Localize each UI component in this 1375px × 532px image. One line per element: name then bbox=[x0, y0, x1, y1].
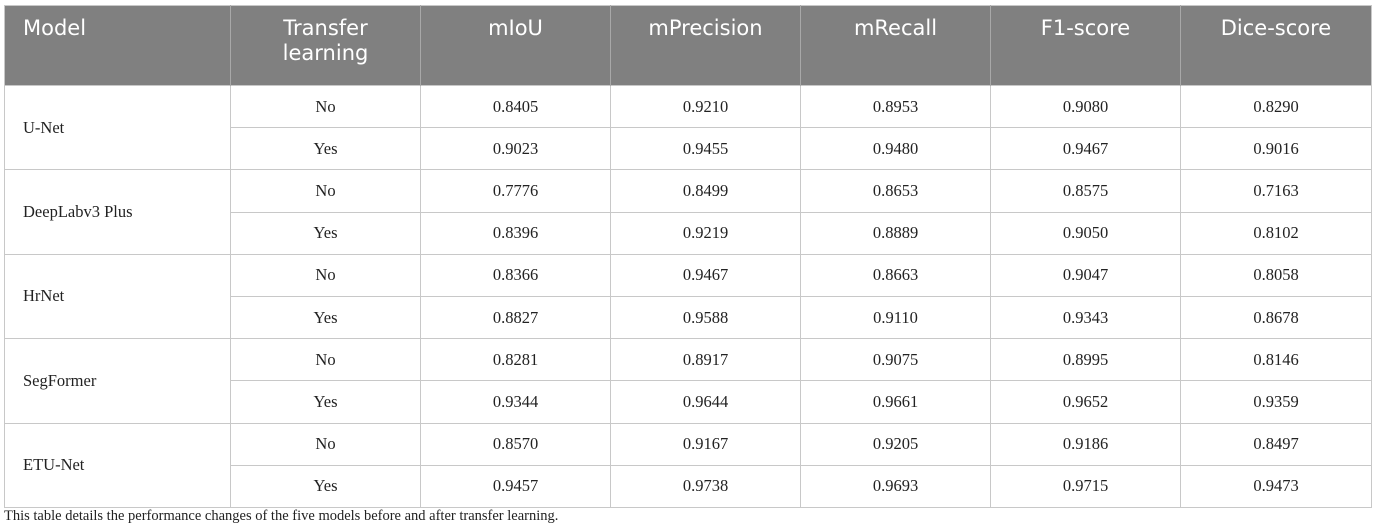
metric-cell: 0.8570 bbox=[420, 422, 611, 466]
metric-cell: 0.8575 bbox=[990, 169, 1181, 213]
metric-cell: 0.8889 bbox=[800, 211, 991, 255]
table-row: Yes 0.8396 0.9219 0.8889 0.9050 0.8102 bbox=[5, 211, 1372, 255]
metric-cell: 0.8497 bbox=[1180, 422, 1372, 466]
transfer-cell: Yes bbox=[230, 295, 421, 340]
metric-cell: 0.8146 bbox=[1180, 338, 1372, 382]
caption: This table details the performance chang… bbox=[4, 508, 559, 524]
metric-cell: 0.8653 bbox=[800, 169, 991, 213]
table-row: Yes 0.9344 0.9644 0.9661 0.9652 0.9359 bbox=[5, 380, 1372, 424]
metric-cell: 0.9661 bbox=[800, 380, 991, 424]
metric-cell: 0.8499 bbox=[610, 169, 801, 213]
metric-cell: 0.8827 bbox=[420, 295, 611, 340]
metric-cell: 0.9205 bbox=[800, 422, 991, 466]
transfer-cell: No bbox=[230, 422, 421, 466]
model-cell: U-Net bbox=[4, 84, 231, 171]
metric-cell: 0.9186 bbox=[990, 422, 1181, 466]
metric-cell: 0.9652 bbox=[990, 380, 1181, 424]
metric-cell: 0.8663 bbox=[800, 253, 991, 297]
header-cell: Dice-score bbox=[1180, 5, 1372, 86]
table-row: Yes 0.8827 0.9588 0.9110 0.9343 0.8678 bbox=[5, 295, 1372, 340]
table-row: DeepLabv3 Plus No 0.7776 0.8499 0.8653 0.8575… bbox=[4, 169, 1372, 255]
metric-cell: 0.8917 bbox=[610, 338, 801, 382]
metric-cell: 0.8995 bbox=[990, 338, 1181, 382]
metric-cell: 0.9467 bbox=[610, 253, 801, 297]
header-cell: F1-score bbox=[990, 5, 1181, 86]
transfer-cell: Yes bbox=[230, 464, 421, 508]
metric-cell: 0.9075 bbox=[800, 338, 991, 382]
metric-cell: 0.9080 bbox=[990, 84, 1181, 129]
metric-cell: 0.9210 bbox=[610, 84, 801, 129]
table-row: ETU-Net No 0.8570 0.9167 0.9205 0.9186 0.8497 bbox=[4, 422, 1372, 508]
metric-cell: 0.7163 bbox=[1180, 169, 1372, 213]
header-cell: mIoU bbox=[420, 5, 611, 86]
metric-cell: 0.8058 bbox=[1180, 253, 1372, 297]
table-row: Yes 0.9023 0.9455 0.9480 0.9467 0.9016 bbox=[5, 127, 1372, 171]
transfer-cell: No bbox=[230, 84, 421, 129]
transfer-cell: Yes bbox=[230, 127, 421, 171]
metric-cell: 0.9457 bbox=[420, 464, 611, 508]
metric-cell: 0.8281 bbox=[420, 338, 611, 382]
transfer-cell: No bbox=[230, 253, 421, 297]
metric-cell: 0.8366 bbox=[420, 253, 611, 297]
transfer-cell: Yes bbox=[230, 211, 421, 255]
model-cell: HrNet bbox=[4, 253, 231, 340]
metric-cell: 0.9167 bbox=[610, 422, 801, 466]
table-row: SegFormer No 0.8281 0.8917 0.9075 0.8995 0.814… bbox=[4, 338, 1372, 424]
metric-cell: 0.9344 bbox=[420, 380, 611, 424]
metric-cell: 0.8102 bbox=[1180, 211, 1372, 255]
metric-cell: 0.9359 bbox=[1180, 380, 1372, 424]
transfer-cell: No bbox=[230, 338, 421, 382]
metric-cell: 0.9738 bbox=[610, 464, 801, 508]
metric-cell: 0.9467 bbox=[990, 127, 1181, 171]
metric-cell: 0.8405 bbox=[420, 84, 611, 129]
metric-cell: 0.9455 bbox=[610, 127, 801, 171]
metric-cell: 0.9644 bbox=[610, 380, 801, 424]
table-body: U-Net No 0.8405 0.9210 0.8953 0.9080 0.8290 Yes… bbox=[4, 84, 1372, 508]
metric-cell: 0.9715 bbox=[990, 464, 1181, 508]
metric-cell: 0.9047 bbox=[990, 253, 1181, 297]
transfer-cell: Yes bbox=[230, 380, 421, 424]
metric-cell: 0.8953 bbox=[800, 84, 991, 129]
metric-cell: 0.9693 bbox=[800, 464, 991, 508]
metric-cell: 0.9343 bbox=[990, 295, 1181, 340]
metric-cell: 0.9588 bbox=[610, 295, 801, 340]
header-cell: Transfer learning bbox=[230, 5, 421, 86]
metric-cell: 0.8396 bbox=[420, 211, 611, 255]
results-table: Model Transfer learning mIoU mPrecision mRec… bbox=[4, 5, 1372, 508]
metric-cell: 0.9110 bbox=[800, 295, 991, 340]
metric-cell: 0.9219 bbox=[610, 211, 801, 255]
header-cell: Model bbox=[4, 5, 231, 86]
model-cell: ETU-Net bbox=[4, 422, 231, 508]
table-row: Yes 0.9457 0.9738 0.9693 0.9715 0.9473 bbox=[5, 464, 1372, 508]
model-cell: DeepLabv3 Plus bbox=[4, 169, 231, 255]
metric-cell: 0.8290 bbox=[1180, 84, 1372, 129]
header-row: Model Transfer learning mIoU mPrecision mRec… bbox=[4, 5, 1372, 86]
metric-cell: 0.9050 bbox=[990, 211, 1181, 255]
transfer-cell: No bbox=[230, 169, 421, 213]
metric-cell: 0.9473 bbox=[1180, 464, 1372, 508]
model-cell: SegFormer bbox=[4, 338, 231, 424]
metric-cell: 0.9023 bbox=[420, 127, 611, 171]
header-cell: mPrecision bbox=[610, 5, 801, 86]
header-cell: mRecall bbox=[800, 5, 991, 86]
metric-cell: 0.7776 bbox=[420, 169, 611, 213]
table-row: U-Net No 0.8405 0.9210 0.8953 0.9080 0.8290 bbox=[4, 84, 1372, 171]
metric-cell: 0.8678 bbox=[1180, 295, 1372, 340]
metric-cell: 0.9480 bbox=[800, 127, 991, 171]
table-row: HrNet No 0.8366 0.9467 0.8663 0.9047 0.8058 bbox=[4, 253, 1372, 340]
metric-cell: 0.9016 bbox=[1180, 127, 1372, 171]
